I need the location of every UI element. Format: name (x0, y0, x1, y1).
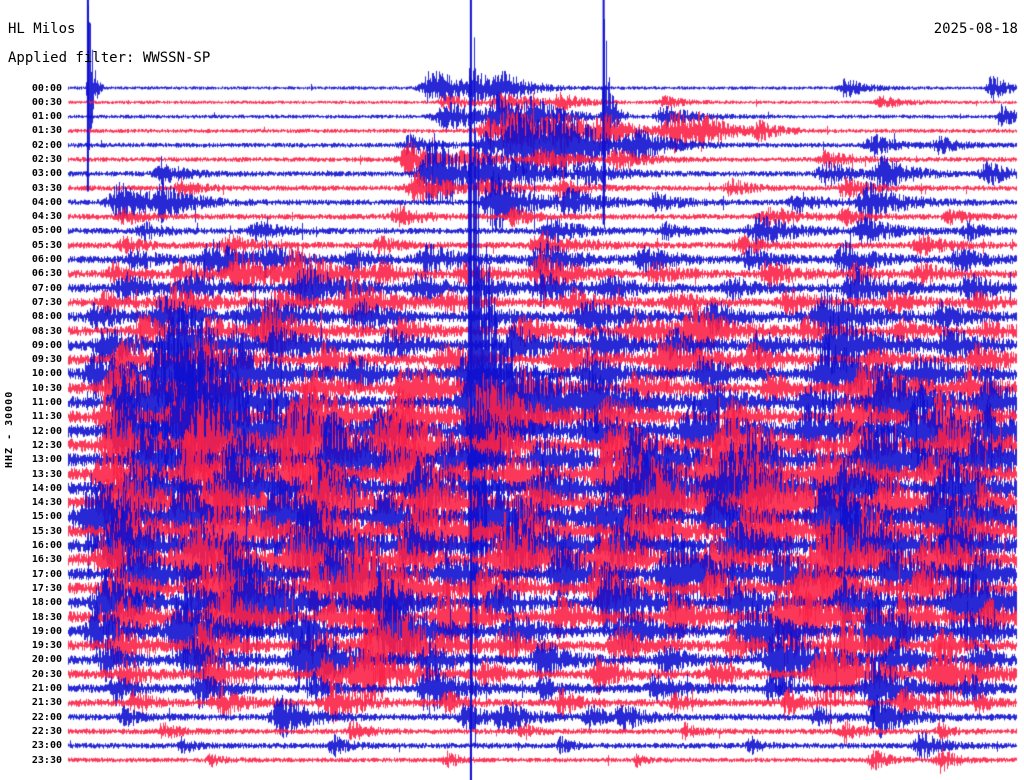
time-label: 19:00 (31, 625, 62, 637)
time-label: 15:30 (31, 525, 62, 537)
time-label: 23:00 (31, 740, 62, 752)
time-label: 15:00 (31, 511, 62, 523)
time-label: 07:30 (31, 296, 62, 308)
time-label: 06:00 (31, 254, 62, 266)
time-label: 00:00 (31, 82, 62, 94)
time-label: 09:30 (31, 354, 62, 366)
time-label: 16:00 (31, 540, 62, 552)
time-label: 18:00 (31, 597, 62, 609)
time-label: 08:30 (31, 325, 62, 337)
time-label: 14:30 (31, 497, 62, 509)
time-label: 21:30 (31, 697, 62, 709)
time-label: 08:00 (31, 311, 62, 323)
time-label: 18:30 (31, 611, 62, 623)
station-title: HL Milos (8, 21, 76, 37)
time-label: 21:00 (31, 683, 62, 694)
time-label: 00:30 (31, 96, 62, 108)
time-label: 13:00 (31, 454, 62, 466)
time-label: 17:30 (31, 582, 62, 594)
date-label: 2025-08-18 (933, 21, 1018, 37)
time-label: 12:30 (31, 439, 62, 451)
time-label: 19:30 (31, 640, 62, 652)
time-label: 23:30 (31, 754, 62, 766)
time-label: 16:30 (31, 554, 62, 566)
time-label: 20:30 (31, 668, 62, 680)
time-label: 06:30 (31, 268, 62, 280)
time-label: 20:00 (31, 654, 62, 666)
time-label: 05:00 (31, 225, 62, 237)
time-label: 02:00 (31, 139, 62, 151)
time-label: 04:00 (31, 196, 62, 208)
time-label: 10:30 (31, 382, 62, 394)
time-label: 07:00 (31, 282, 62, 294)
time-label: 22:00 (31, 711, 62, 723)
time-label: 11:00 (31, 397, 62, 409)
time-label: 03:30 (31, 182, 62, 194)
filter-label: Applied filter: WWSSN-SP (8, 50, 211, 66)
time-label: 02:30 (31, 153, 62, 165)
time-label: 05:30 (31, 239, 62, 251)
time-label: 13:30 (31, 468, 62, 480)
time-label: 12:00 (31, 425, 62, 437)
time-label: 03:00 (31, 168, 62, 180)
time-label: 09:00 (31, 339, 62, 351)
time-label: 04:30 (31, 211, 62, 223)
time-label: 22:30 (31, 725, 62, 737)
time-label: 10:00 (31, 368, 62, 380)
time-label: 11:30 (31, 411, 62, 423)
time-label: 01:00 (31, 111, 62, 123)
time-label: 17:00 (31, 568, 62, 580)
time-label: 14:00 (31, 482, 62, 494)
time-label: 01:30 (31, 125, 62, 137)
